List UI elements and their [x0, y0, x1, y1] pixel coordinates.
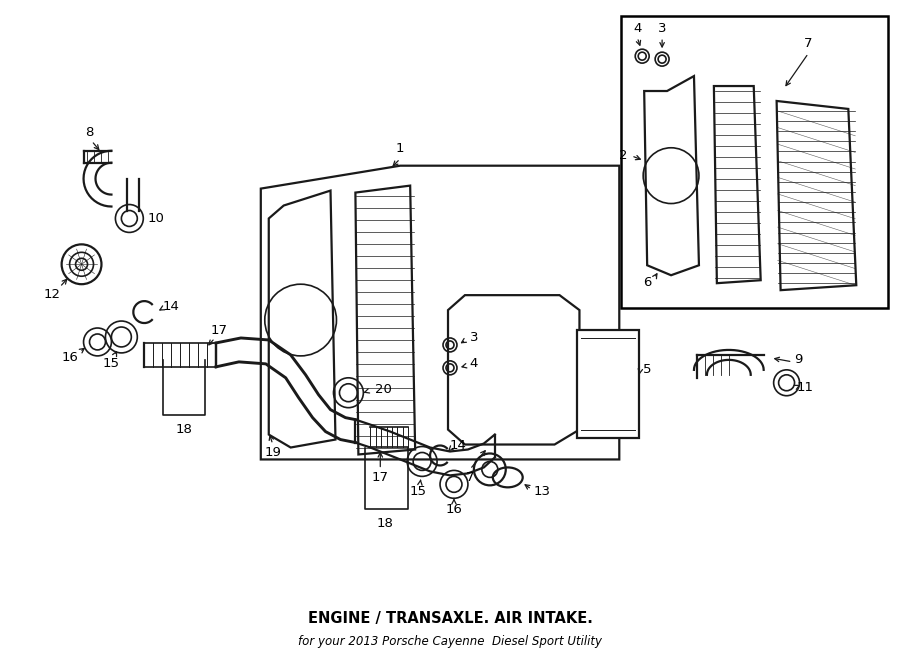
Text: 4: 4: [470, 358, 478, 370]
Text: 2: 2: [619, 149, 627, 162]
Text: 17: 17: [211, 323, 228, 336]
Text: 10: 10: [148, 212, 165, 225]
Text: 16: 16: [446, 503, 463, 516]
Text: for your 2013 Porsche Cayenne  Diesel Sport Utility: for your 2013 Porsche Cayenne Diesel Spo…: [298, 635, 602, 648]
Text: 18: 18: [176, 423, 193, 436]
Text: 7: 7: [805, 37, 813, 50]
Text: 8: 8: [86, 126, 94, 139]
Text: 4: 4: [633, 22, 642, 35]
Text: 9: 9: [795, 354, 803, 366]
Text: 7: 7: [465, 471, 474, 484]
Bar: [578, 330, 639, 438]
Text: 11: 11: [797, 381, 814, 394]
Text: 6: 6: [643, 276, 652, 289]
Text: 18: 18: [377, 517, 393, 529]
Text: 12: 12: [43, 288, 60, 301]
Text: 19: 19: [265, 446, 281, 459]
Bar: [621, 17, 888, 308]
Text: 3: 3: [658, 22, 666, 35]
Text: 13: 13: [533, 485, 550, 498]
Text: 14: 14: [449, 439, 466, 452]
Text: 3: 3: [470, 331, 478, 344]
Text: 17: 17: [372, 471, 389, 484]
Text: 20: 20: [375, 383, 392, 396]
Text: ENGINE / TRANSAXLE. AIR INTAKE.: ENGINE / TRANSAXLE. AIR INTAKE.: [308, 611, 592, 626]
Text: 16: 16: [61, 352, 78, 364]
Text: 15: 15: [103, 358, 120, 370]
Text: 14: 14: [163, 299, 180, 313]
Text: 5: 5: [643, 364, 652, 376]
Text: 1: 1: [396, 142, 404, 155]
Text: 15: 15: [410, 485, 427, 498]
